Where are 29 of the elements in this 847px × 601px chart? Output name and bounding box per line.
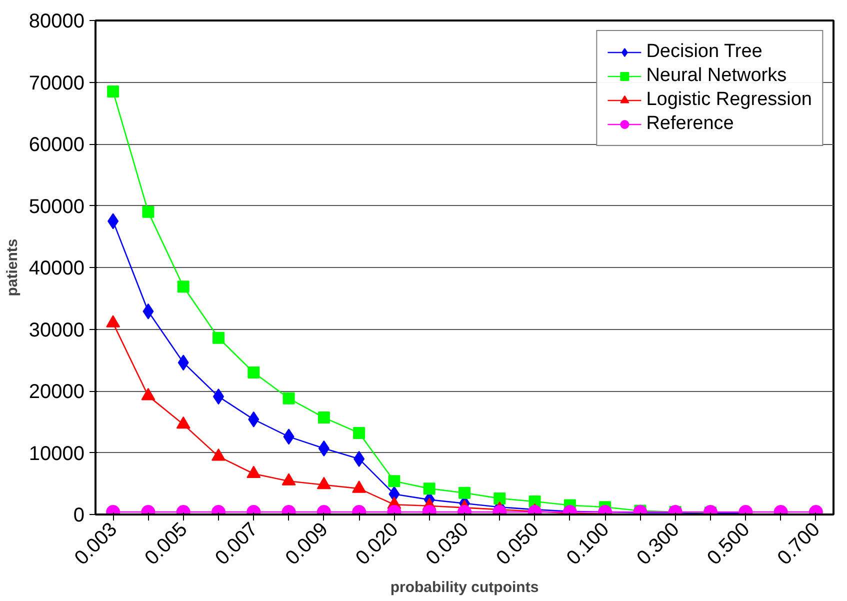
legend-label: Decision Tree xyxy=(646,41,762,63)
point xyxy=(141,388,156,400)
y-tick-label: 0 xyxy=(73,504,84,526)
legend-label: Logistic Regression xyxy=(646,89,812,111)
point xyxy=(142,206,154,218)
point xyxy=(177,280,190,293)
y-tick-label: 40000 xyxy=(28,258,85,280)
point xyxy=(246,466,261,478)
legend-label: Neural Networks xyxy=(646,65,787,87)
y-tick-label: 70000 xyxy=(28,72,85,94)
point xyxy=(353,426,366,439)
legend-label: Reference xyxy=(646,113,734,135)
point xyxy=(212,332,224,344)
x-axis-title: probability cutpoints xyxy=(390,578,539,596)
point xyxy=(318,412,330,424)
y-tick-label: 10000 xyxy=(28,442,85,465)
point xyxy=(176,416,190,429)
y-tick-label: 50000 xyxy=(28,196,85,218)
point xyxy=(282,473,296,486)
point xyxy=(352,480,366,493)
y-tick-label: 30000 xyxy=(28,319,85,342)
point xyxy=(212,448,226,461)
point xyxy=(248,366,260,378)
y-axis-title: patients xyxy=(4,238,21,296)
y-tick-label: 80000 xyxy=(28,10,85,32)
y-tick-label: 20000 xyxy=(28,381,85,403)
point xyxy=(316,476,331,490)
point xyxy=(282,392,295,404)
y-tick-label: 60000 xyxy=(28,134,85,156)
